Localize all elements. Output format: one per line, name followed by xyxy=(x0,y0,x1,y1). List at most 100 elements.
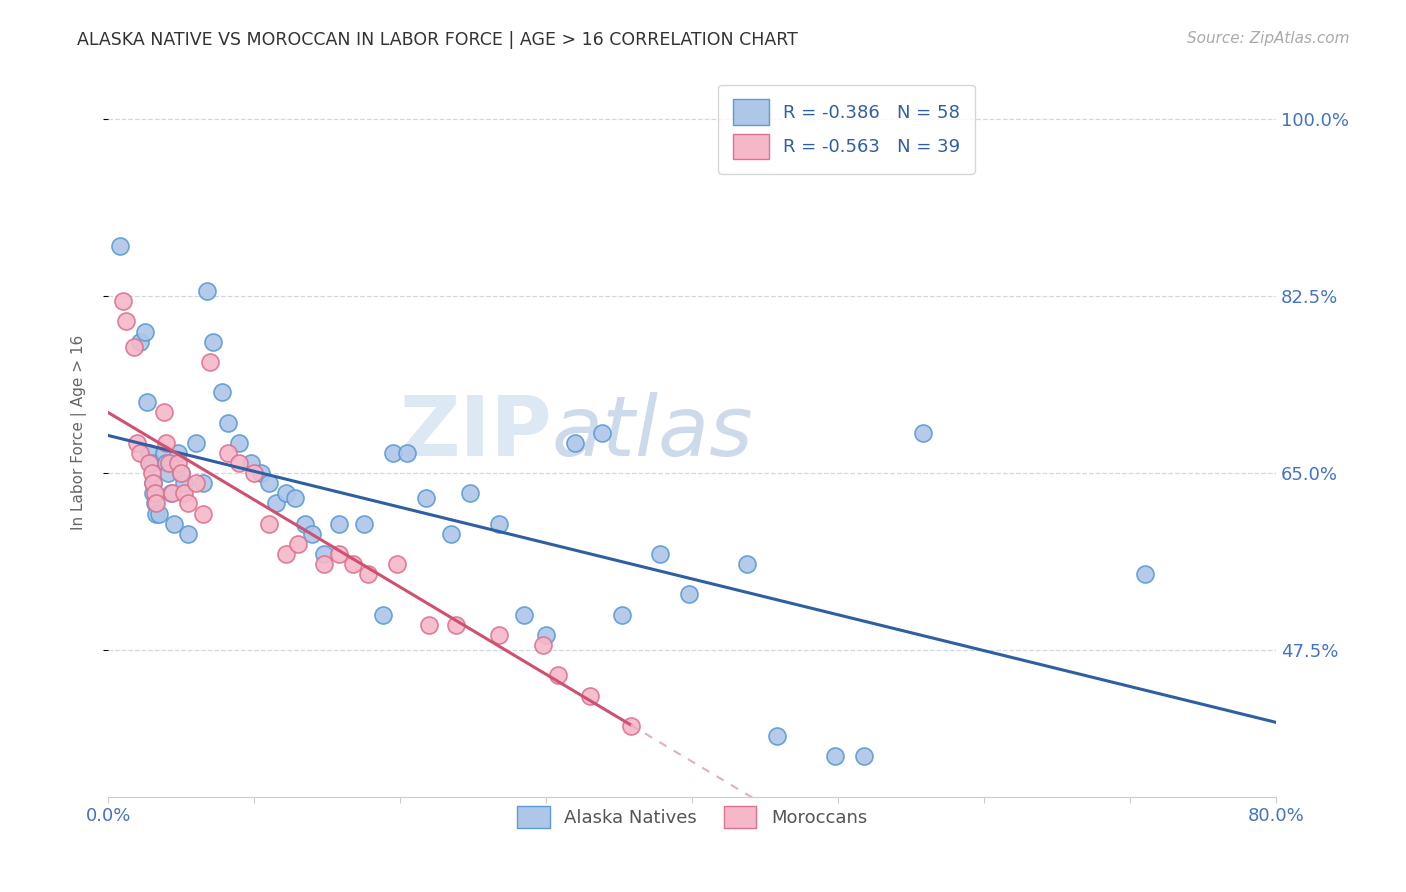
Point xyxy=(228,456,250,470)
Point xyxy=(531,638,554,652)
Point xyxy=(610,607,633,622)
Point xyxy=(257,476,280,491)
Point xyxy=(648,547,671,561)
Point xyxy=(396,446,419,460)
Point xyxy=(141,466,163,480)
Point xyxy=(418,617,440,632)
Point xyxy=(184,476,207,491)
Point xyxy=(138,456,160,470)
Text: Source: ZipAtlas.com: Source: ZipAtlas.com xyxy=(1187,31,1350,46)
Point xyxy=(111,294,134,309)
Point xyxy=(287,537,309,551)
Point xyxy=(328,547,350,561)
Point xyxy=(217,446,239,460)
Point xyxy=(217,416,239,430)
Point xyxy=(141,456,163,470)
Point xyxy=(824,749,846,764)
Point xyxy=(284,491,307,506)
Point xyxy=(177,526,200,541)
Point xyxy=(371,607,394,622)
Point xyxy=(162,486,184,500)
Point xyxy=(765,729,787,743)
Point xyxy=(148,507,170,521)
Point xyxy=(228,435,250,450)
Point xyxy=(357,567,380,582)
Point xyxy=(488,628,510,642)
Point xyxy=(911,425,934,440)
Point xyxy=(136,395,159,409)
Point xyxy=(488,516,510,531)
Text: ALASKA NATIVE VS MOROCCAN IN LABOR FORCE | AGE > 16 CORRELATION CHART: ALASKA NATIVE VS MOROCCAN IN LABOR FORCE… xyxy=(77,31,799,49)
Point xyxy=(620,719,643,733)
Point xyxy=(170,466,193,480)
Point xyxy=(152,446,174,460)
Point xyxy=(276,486,298,500)
Point xyxy=(1133,567,1156,582)
Point xyxy=(294,516,316,531)
Point xyxy=(155,456,177,470)
Point xyxy=(170,466,193,480)
Point xyxy=(195,284,218,298)
Point xyxy=(134,325,156,339)
Point xyxy=(314,547,336,561)
Point xyxy=(440,526,463,541)
Point xyxy=(152,405,174,419)
Point xyxy=(191,507,214,521)
Point xyxy=(191,476,214,491)
Point xyxy=(328,516,350,531)
Point xyxy=(163,516,186,531)
Point xyxy=(264,496,287,510)
Point xyxy=(314,557,336,571)
Point xyxy=(108,238,131,252)
Point xyxy=(177,496,200,510)
Point xyxy=(167,446,190,460)
Point xyxy=(591,425,613,440)
Point xyxy=(353,516,375,531)
Point xyxy=(458,486,481,500)
Point xyxy=(157,456,180,470)
Point xyxy=(173,486,195,500)
Point xyxy=(173,476,195,491)
Point xyxy=(114,314,136,328)
Point xyxy=(129,446,152,460)
Point xyxy=(156,466,179,480)
Point xyxy=(143,496,166,510)
Point xyxy=(342,557,364,571)
Point xyxy=(853,749,876,764)
Point xyxy=(381,446,404,460)
Point xyxy=(240,456,263,470)
Point xyxy=(243,466,266,480)
Point xyxy=(155,435,177,450)
Point xyxy=(564,435,586,450)
Point xyxy=(737,557,759,571)
Point xyxy=(513,607,536,622)
Point xyxy=(160,486,183,500)
Point xyxy=(678,587,700,601)
Legend: Alaska Natives, Moroccans: Alaska Natives, Moroccans xyxy=(510,798,875,835)
Y-axis label: In Labor Force | Age > 16: In Labor Force | Age > 16 xyxy=(72,335,87,530)
Text: ZIP: ZIP xyxy=(399,392,553,473)
Point xyxy=(145,507,167,521)
Point xyxy=(579,689,602,703)
Text: atlas: atlas xyxy=(553,392,754,473)
Point xyxy=(444,617,467,632)
Point xyxy=(534,628,557,642)
Point xyxy=(142,486,165,500)
Point xyxy=(547,668,569,682)
Point xyxy=(142,476,165,491)
Point xyxy=(202,334,225,349)
Point xyxy=(211,385,233,400)
Point xyxy=(415,491,437,506)
Point xyxy=(143,486,166,500)
Point xyxy=(301,526,323,541)
Point xyxy=(200,355,222,369)
Point xyxy=(257,516,280,531)
Point xyxy=(145,496,167,510)
Point xyxy=(184,435,207,450)
Point xyxy=(385,557,408,571)
Point xyxy=(167,456,190,470)
Point xyxy=(250,466,273,480)
Point xyxy=(276,547,298,561)
Point xyxy=(129,334,152,349)
Point xyxy=(124,340,146,354)
